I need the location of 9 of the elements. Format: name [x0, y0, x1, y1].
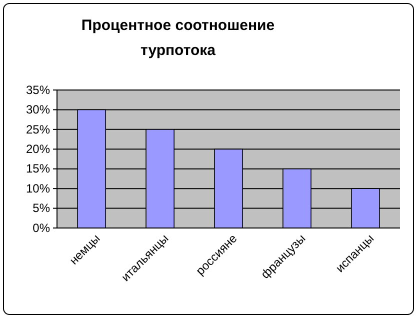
y-tick-label: 5%: [32, 201, 50, 216]
y-tick-label: 0%: [32, 220, 50, 235]
y-tick-label: 15%: [26, 162, 50, 176]
y-tick-label: 10%: [26, 181, 50, 196]
y-tick-label: 25%: [26, 122, 50, 136]
y-tick-label: 30%: [26, 102, 50, 117]
y-tick-label: 35%: [26, 82, 50, 97]
chart-title: Процентное соотношение турпотока: [81, 17, 275, 59]
y-tick-label: 20%: [26, 142, 50, 156]
